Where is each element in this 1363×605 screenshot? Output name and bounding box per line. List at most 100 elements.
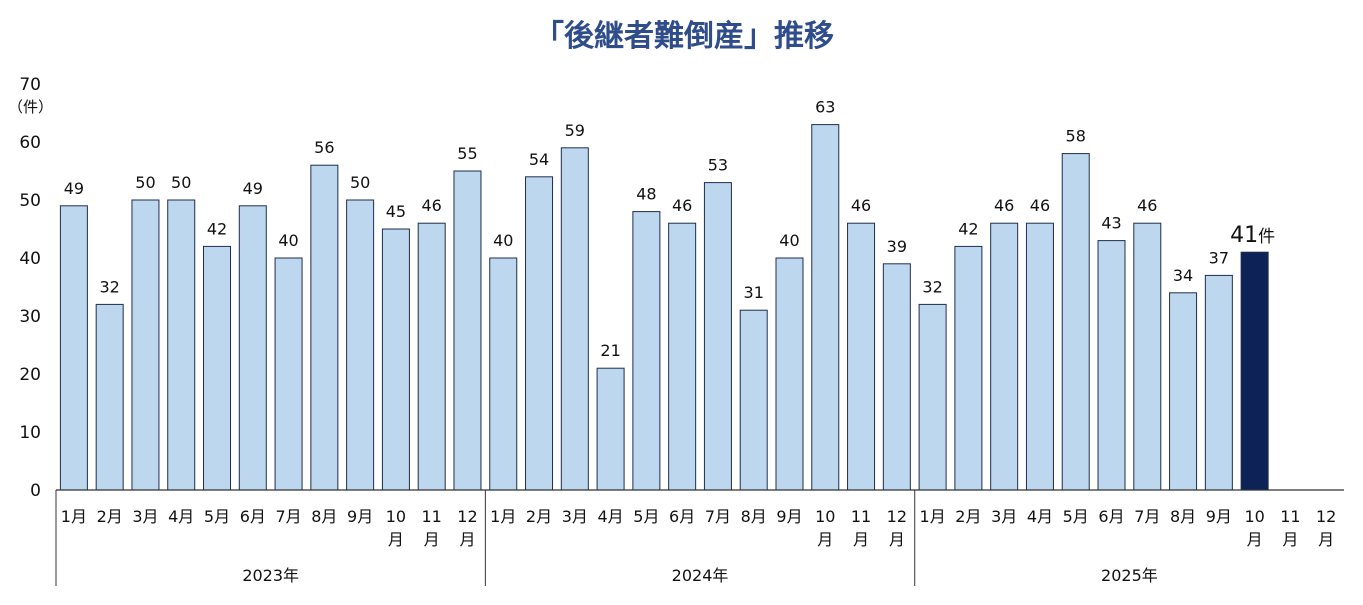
x-tick-label: 8月 — [1170, 507, 1196, 526]
chart-title: 「後継者難倒産」推移 — [534, 19, 834, 54]
x-tick-label: 5月 — [1063, 507, 1089, 526]
bar — [739, 309, 768, 491]
bar — [274, 257, 303, 491]
bar — [596, 367, 625, 491]
bar — [1169, 292, 1198, 491]
data-label-highlight: 41件 — [1230, 223, 1275, 248]
data-label: 49 — [243, 179, 263, 198]
x-tick-label: 9月 — [1206, 507, 1232, 526]
y-tick-label: 30 — [19, 307, 41, 327]
data-label: 40 — [779, 231, 799, 250]
bar — [668, 222, 697, 491]
bar — [95, 303, 124, 491]
x-tick-label: 7月 — [1134, 507, 1160, 526]
x-tick-label-number: 11 — [422, 507, 442, 526]
bar — [1133, 222, 1162, 491]
x-tick-label: 4月 — [1027, 507, 1053, 526]
bar — [453, 170, 482, 491]
x-tick-label-unit: 月 — [1318, 530, 1334, 549]
bar — [238, 205, 267, 491]
data-label: 32 — [99, 277, 119, 296]
bar — [954, 245, 983, 491]
data-label: 43 — [1101, 214, 1121, 233]
data-label: 46 — [422, 196, 442, 215]
data-label: 21 — [600, 341, 620, 360]
x-tick-label-unit: 月 — [889, 530, 905, 549]
x-tick-label: 6月 — [240, 507, 266, 526]
year-group-label: 2024年 — [672, 566, 729, 585]
x-tick-label-number: 11 — [851, 507, 871, 526]
bar — [847, 222, 876, 491]
data-label: 46 — [1030, 196, 1050, 215]
x-tick-label: 4月 — [597, 507, 623, 526]
data-label: 50 — [171, 173, 191, 192]
data-label: 40 — [493, 231, 513, 250]
x-tick-label: 7月 — [705, 507, 731, 526]
bar — [990, 222, 1019, 491]
y-tick-label: 60 — [19, 133, 41, 153]
bar — [381, 228, 410, 491]
data-label: 46 — [672, 196, 692, 215]
bar — [310, 164, 339, 491]
bar — [1204, 274, 1233, 491]
bar — [417, 222, 446, 491]
data-label: 58 — [1066, 127, 1086, 146]
data-label: 39 — [887, 237, 907, 256]
bar — [775, 257, 804, 491]
data-labels-layer: 49 32 50 50 42 49 40 56 50 45 46 55 40 54 59 21 48 46 53 31… — [64, 98, 1275, 361]
bars-layer — [59, 124, 1269, 491]
x-tick-label: 1月 — [490, 507, 516, 526]
bar — [1240, 251, 1269, 491]
x-tick-label: 9月 — [776, 507, 802, 526]
bar — [59, 205, 88, 491]
data-label: 53 — [708, 156, 728, 175]
bar — [882, 263, 911, 491]
bar — [131, 199, 160, 491]
data-label: 46 — [994, 196, 1014, 215]
data-label: 31 — [744, 283, 764, 302]
bar — [560, 147, 589, 491]
x-tick-label: 5月 — [204, 507, 230, 526]
data-label: 54 — [529, 150, 549, 169]
y-tick-label: 40 — [19, 249, 41, 269]
bar — [1097, 240, 1126, 491]
x-tick-label-number: 11 — [1280, 507, 1300, 526]
x-tick-label: 1月 — [920, 507, 946, 526]
data-label: 50 — [135, 173, 155, 192]
x-tick-label: 9月 — [347, 507, 373, 526]
data-label: 49 — [64, 179, 84, 198]
data-label: 48 — [636, 185, 656, 204]
bar — [1025, 222, 1054, 491]
x-tick-label: 3月 — [562, 507, 588, 526]
x-tick-label: 2月 — [97, 507, 123, 526]
x-tick-label-number: 10 — [386, 507, 406, 526]
data-label: 42 — [207, 219, 227, 238]
x-tick-label-number: 12 — [457, 507, 477, 526]
x-tick-label-unit: 月 — [388, 530, 404, 549]
x-tick-label-unit: 月 — [459, 530, 475, 549]
data-label: 34 — [1173, 266, 1193, 285]
data-label-highlight-value: 41 — [1230, 223, 1258, 248]
x-tick-label: 4月 — [168, 507, 194, 526]
data-label: 32 — [922, 277, 942, 296]
data-label: 55 — [457, 144, 477, 163]
data-label: 63 — [815, 98, 835, 117]
bar — [918, 303, 947, 491]
x-tick-label: 3月 — [132, 507, 158, 526]
x-tick-label: 2月 — [526, 507, 552, 526]
year-group-label: 2023年 — [242, 566, 299, 585]
bar — [346, 199, 375, 491]
x-tick-label-unit: 月 — [424, 530, 440, 549]
bar — [525, 176, 554, 491]
data-label: 46 — [851, 196, 871, 215]
x-tick-label-number: 12 — [1316, 507, 1336, 526]
x-tick-label-unit: 月 — [1247, 530, 1263, 549]
bar — [632, 211, 661, 491]
x-tick-label-number: 10 — [1244, 507, 1264, 526]
data-label: 45 — [386, 202, 406, 221]
y-tick-label: 20 — [19, 365, 41, 385]
x-tick-label: 8月 — [741, 507, 767, 526]
x-tick-label: 1月 — [61, 507, 87, 526]
bar — [489, 257, 518, 491]
y-tick-label: 50 — [19, 191, 41, 211]
